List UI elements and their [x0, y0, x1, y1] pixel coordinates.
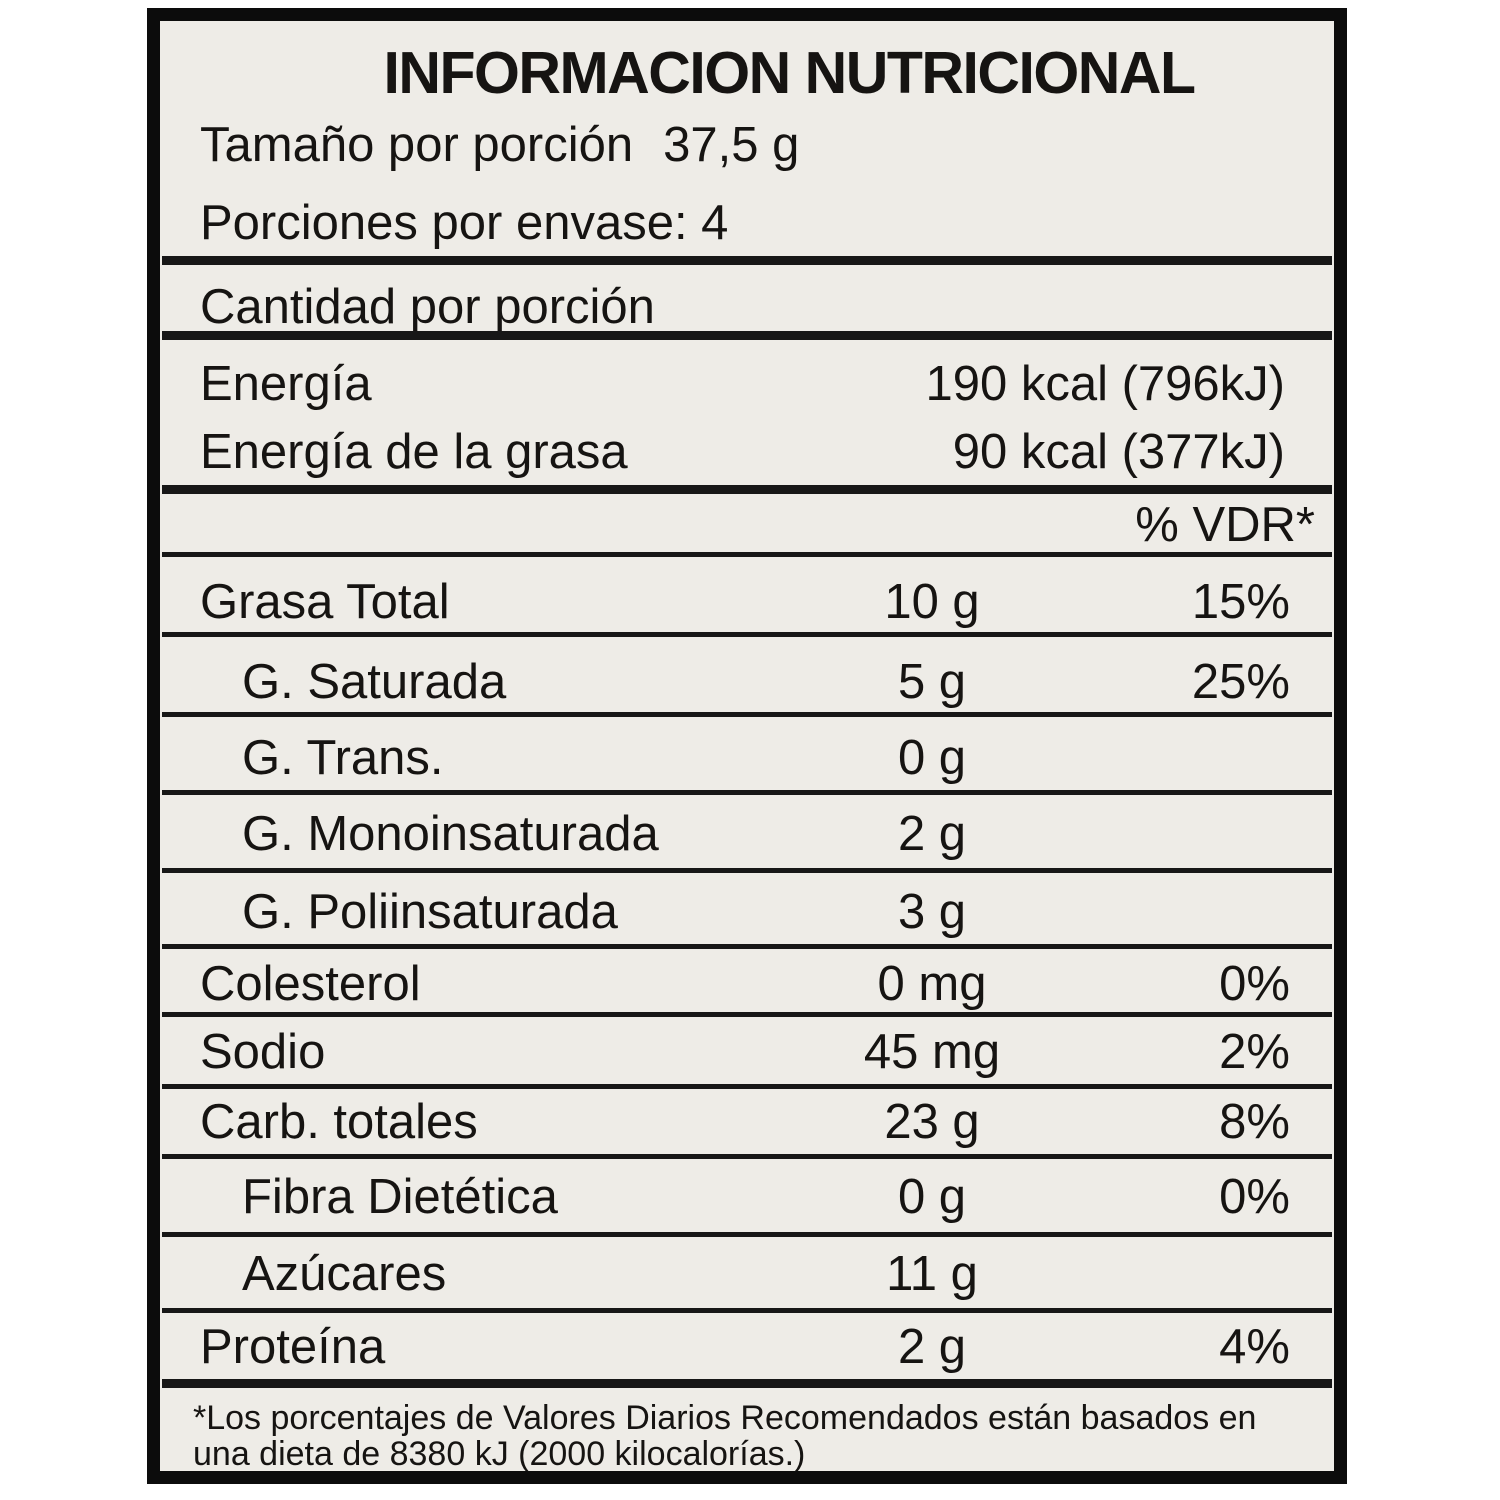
- nutrient-amount: 11 g: [886, 1247, 978, 1301]
- nutrient-row-total-carbs: Carb. totales 23 g 8%: [160, 1094, 1334, 1150]
- nutrient-row-sodium: Sodio 45 mg 2%: [160, 1024, 1334, 1080]
- energy-value: 190 kcal (796kJ): [925, 357, 1285, 411]
- nutrient-amount: 2 g: [897, 807, 967, 861]
- nutrient-dv: [1082, 1246, 1334, 1302]
- divider: [162, 868, 1332, 873]
- footnote-line-2: una dieta de 8380 kJ (2000 kilocalorías.…: [193, 1435, 806, 1473]
- serving-size-value: 37,5 g: [663, 118, 800, 172]
- footnote-line-1: *Los porcentajes de Valores Diarios Reco…: [193, 1399, 1257, 1437]
- nutrient-amount: 23 g: [884, 1095, 980, 1149]
- nutrient-dv: 4%: [1219, 1320, 1290, 1374]
- nutrient-dv: 0%: [1219, 957, 1290, 1011]
- nutrient-amount: 10 g: [884, 575, 980, 629]
- label-title: INFORMACION NUTRICIONAL: [383, 40, 1196, 106]
- nutrient-dv: 25%: [1191, 655, 1290, 709]
- nutrient-row-cholesterol: Colesterol 0 mg 0%: [160, 956, 1334, 1012]
- divider: [162, 632, 1332, 637]
- nutrient-row-saturated-fat: G. Saturada 5 g 25%: [160, 654, 1334, 710]
- divider: [162, 1379, 1332, 1388]
- nutrient-amount: 0 mg: [877, 957, 987, 1011]
- divider: [162, 1012, 1332, 1017]
- divider: [162, 1232, 1332, 1237]
- divider: [162, 712, 1332, 717]
- nutrient-row-protein: Proteína 2 g 4%: [160, 1319, 1334, 1375]
- nutrient-amount: 0 g: [897, 731, 967, 785]
- divider: [162, 944, 1332, 949]
- nutrient-name: G. Monoinsaturada: [242, 807, 659, 861]
- energy-value: 90 kcal (377kJ): [952, 425, 1285, 479]
- serving-size-label: Tamaño por porción: [200, 118, 634, 172]
- divider: [162, 1308, 1332, 1313]
- nutrient-amount: 3 g: [897, 885, 967, 939]
- divider: [162, 485, 1332, 494]
- nutrient-row-sugars: Azúcares 11 g: [160, 1246, 1334, 1302]
- nutrient-dv: [1082, 884, 1334, 940]
- divider: [162, 1084, 1332, 1089]
- nutrient-row-trans-fat: G. Trans. 0 g: [160, 730, 1334, 786]
- nutrient-row-monounsaturated-fat: G. Monoinsaturada 2 g: [160, 806, 1334, 862]
- nutrient-dv: [1082, 730, 1334, 786]
- nutrient-row-polyunsaturated-fat: G. Poliinsaturada 3 g: [160, 884, 1334, 940]
- nutrition-label: INFORMACION NUTRICIONAL Tamaño por porci…: [147, 8, 1347, 1484]
- nutrient-row-total-fat: Grasa Total 10 g 15%: [160, 574, 1334, 630]
- nutrient-dv: [1082, 806, 1334, 862]
- nutrient-name: Proteína: [200, 1320, 386, 1374]
- nutrient-name: G. Saturada: [242, 655, 507, 709]
- servings-per-container: Porciones por envase: 4: [200, 196, 729, 250]
- nutrient-dv: 8%: [1219, 1095, 1290, 1149]
- divider: [162, 1154, 1332, 1159]
- nutrient-name: Carb. totales: [200, 1095, 478, 1149]
- nutrient-name: Sodio: [200, 1025, 326, 1079]
- nutrient-name: Fibra Dietética: [242, 1170, 558, 1224]
- nutrient-dv: 2%: [1219, 1025, 1290, 1079]
- daily-value-header: % VDR*: [1135, 498, 1315, 552]
- nutrient-amount: 5 g: [897, 655, 967, 709]
- energy-name: Energía: [200, 357, 372, 411]
- amount-per-serving-header: Cantidad por porción: [200, 280, 655, 334]
- nutrient-name: Grasa Total: [200, 575, 450, 629]
- nutrient-dv: 0%: [1219, 1170, 1290, 1224]
- nutrient-amount: 2 g: [897, 1320, 967, 1374]
- nutrient-name: G. Trans.: [242, 731, 444, 785]
- serving-size-row: Tamaño por porción 37,5 g: [200, 117, 799, 173]
- nutrient-name: Azúcares: [242, 1247, 447, 1301]
- nutrient-name: G. Poliinsaturada: [242, 885, 618, 939]
- energy-name: Energía de la grasa: [200, 425, 628, 479]
- divider: [162, 331, 1332, 340]
- nutrient-row-dietary-fiber: Fibra Dietética 0 g 0%: [160, 1169, 1334, 1225]
- nutrient-amount: 0 g: [897, 1170, 967, 1224]
- divider: [162, 256, 1332, 265]
- divider: [162, 552, 1332, 557]
- divider: [162, 790, 1332, 795]
- energy-row: Energía 190 kcal (796kJ): [160, 356, 1334, 412]
- energy-fat-row: Energía de la grasa 90 kcal (377kJ): [160, 424, 1334, 480]
- nutrient-name: Colesterol: [200, 957, 421, 1011]
- nutrient-amount: 45 mg: [863, 1025, 1001, 1079]
- nutrient-dv: 15%: [1191, 575, 1290, 629]
